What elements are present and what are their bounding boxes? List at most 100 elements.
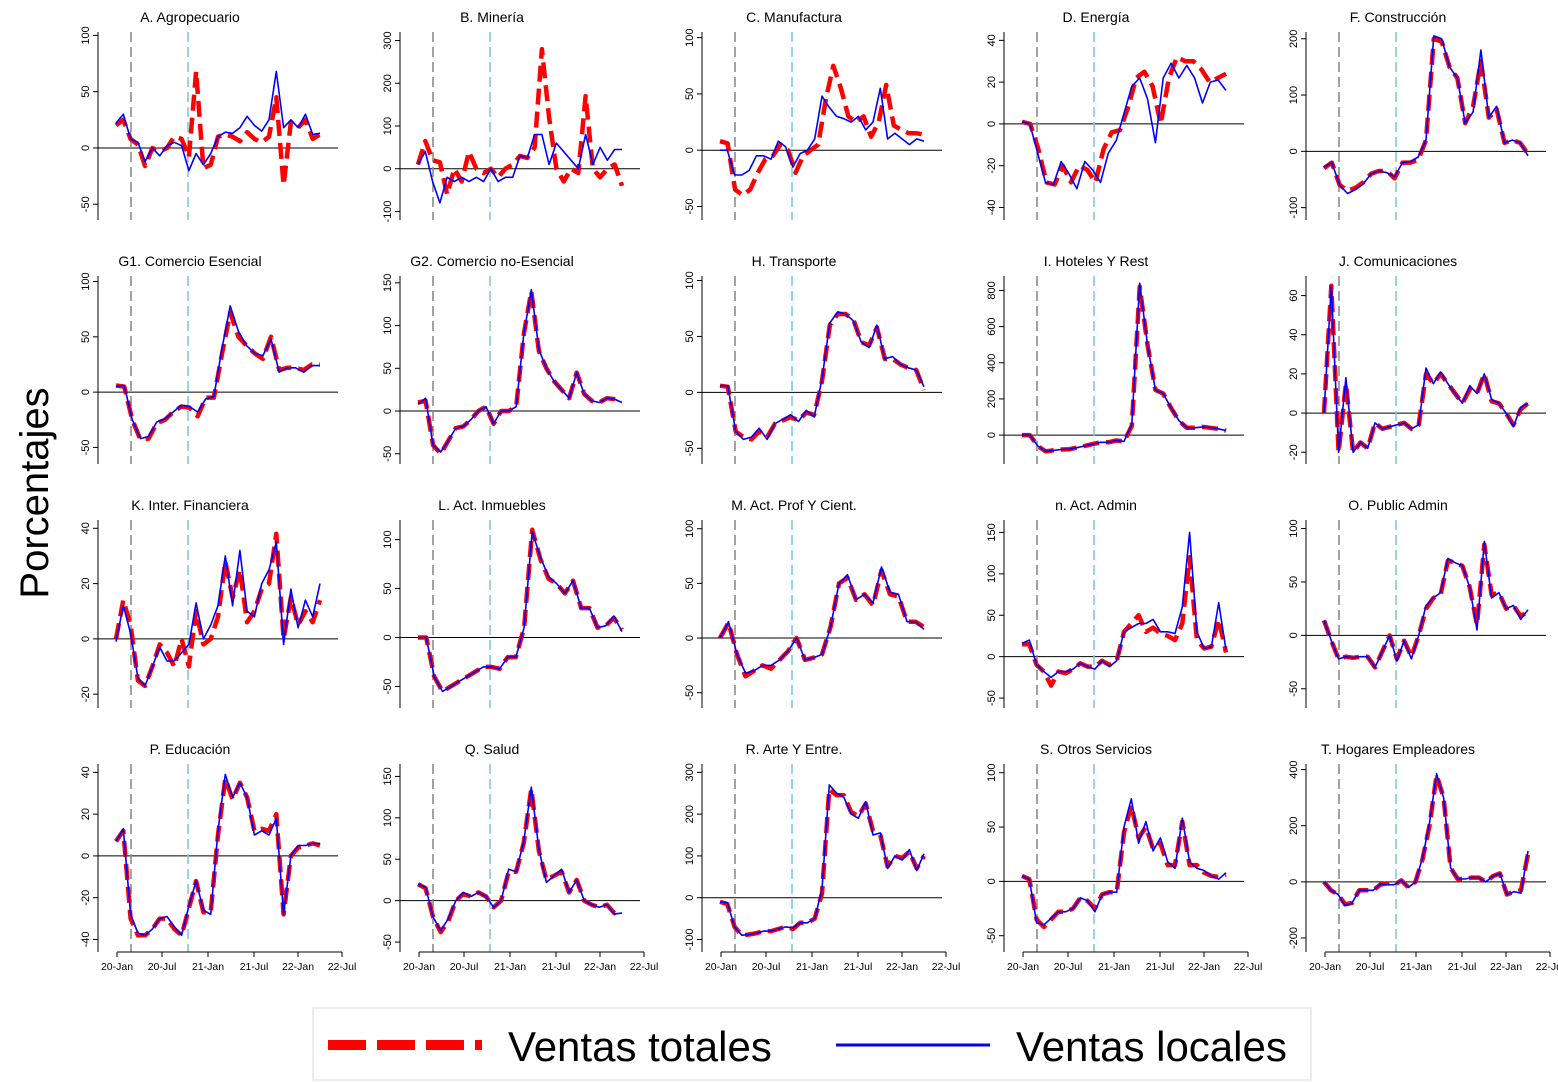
y-tick-label: 0	[382, 634, 394, 640]
series-ventas-totales	[114, 776, 321, 938]
x-tick-label: 21-Jan	[1098, 961, 1130, 973]
y-tick-label: -20	[80, 890, 92, 906]
panel-18: R. Arte Y Entre. -100 0 100 200 300 20-Jan 20-J…	[684, 741, 960, 973]
panel-19: S. Otros Servicios -50 0 50 100 20-Jan 20-Jul 2…	[986, 741, 1262, 973]
x-tick-label: 20-Jul	[1054, 961, 1083, 973]
y-tick-label: -20	[80, 686, 92, 702]
y-tick-label: 150	[382, 274, 394, 292]
panel-title: Q. Salud	[465, 741, 519, 757]
series-ventas-totales	[719, 63, 925, 198]
x-tick-label: 21-Jan	[1400, 961, 1432, 973]
y-tick-label: 0	[986, 432, 998, 438]
series-ventas-totales	[114, 69, 322, 188]
panel-4: D. Energía -40 -20 0 20 40	[986, 9, 1244, 220]
y-tick-label: -50	[80, 196, 92, 212]
series-ventas-locales	[720, 310, 925, 441]
y-tick-label: 100	[382, 809, 394, 827]
y-tick-label: 20	[986, 76, 998, 88]
panel-title: G1. Comercio Esencial	[118, 253, 261, 269]
y-tick-label: 0	[684, 635, 696, 641]
panel-title: F. Construcción	[1350, 9, 1446, 25]
y-tick-label: 0	[684, 389, 696, 395]
x-tick-label: 22-Jul	[328, 961, 357, 973]
y-tick-label: 50	[382, 853, 394, 865]
y-tick-label: 50	[684, 330, 696, 342]
panel-title: J. Comunicaciones	[1339, 253, 1457, 269]
y-tick-label: 0	[1288, 410, 1300, 416]
y-tick-label: 100	[684, 847, 696, 865]
y-tick-label: 200	[382, 74, 394, 92]
y-tick-label: 50	[80, 331, 92, 343]
x-tick-label: 22-Jan	[1188, 961, 1220, 973]
panel-title: P. Educación	[150, 741, 231, 757]
x-tick-label: 22-Jan	[282, 961, 314, 973]
y-tick-label: 0	[986, 121, 998, 127]
panel-title: D. Energía	[1063, 9, 1130, 25]
panel-1: A. Agropecuario -50 0 50 100	[80, 9, 338, 220]
x-tick-label: 21-Jul	[1448, 961, 1477, 973]
y-tick-label: 0	[80, 389, 92, 395]
panel-7: G2. Comercio no-Esencial -50 0 50 100 150	[382, 253, 640, 464]
panel-6: G1. Comercio Esencial -50 0 50 100	[80, 253, 338, 464]
y-tick-label: -200	[1288, 927, 1300, 949]
y-tick-label: -50	[80, 439, 92, 455]
series-ventas-locales	[115, 773, 320, 937]
panel-title: A. Agropecuario	[140, 9, 240, 25]
panel-title: L. Act. Inmuebles	[438, 497, 545, 513]
x-tick-label: 22-Jan	[886, 961, 918, 973]
y-tick-label: 40	[80, 766, 92, 778]
panel-12: L. Act. Inmuebles -50 0 50 100	[382, 497, 640, 708]
series-ventas-locales	[115, 305, 320, 440]
y-tick-label: 50	[986, 821, 998, 833]
y-tick-label: 100	[382, 530, 394, 548]
y-tick-label: -50	[684, 440, 696, 456]
y-tick-label: -20	[1288, 444, 1300, 460]
series-ventas-totales	[719, 786, 926, 938]
y-tick-label: 300	[382, 31, 394, 49]
series-ventas-totales	[718, 568, 926, 679]
y-tick-label: 50	[80, 86, 92, 98]
y-tick-label: 100	[80, 26, 92, 44]
y-tick-label: -100	[382, 200, 394, 222]
y-tick-label: 60	[1288, 289, 1300, 301]
y-axis-title: Porcentajes	[13, 387, 57, 598]
panel-grid: A. Agropecuario -50 0 50 100 B. Minería -100 0 1…	[80, 9, 1558, 973]
y-tick-label: 50	[1288, 576, 1300, 588]
x-tick-label: 20-Jul	[148, 961, 177, 973]
y-tick-label: 100	[986, 764, 998, 782]
panel-title: M. Act. Prof Y Cient.	[731, 497, 857, 513]
legend-label-ventas-totales: Ventas totales	[508, 1023, 772, 1070]
series-ventas-locales	[115, 70, 321, 172]
legend: Ventas totales Ventas locales	[312, 1007, 1312, 1081]
x-tick-label: 20-Jan	[101, 961, 133, 973]
y-tick-label: 100	[986, 565, 998, 583]
y-tick-label: 0	[1288, 632, 1300, 638]
x-tick-label: 20-Jan	[1007, 961, 1039, 973]
y-tick-label: 100	[1288, 86, 1300, 104]
series-ventas-locales	[1323, 540, 1529, 669]
panel-title: O. Public Admin	[1348, 497, 1448, 513]
y-tick-label: 0	[986, 654, 998, 660]
x-tick-label: 21-Jan	[494, 961, 526, 973]
panel-11: K. Inter. Financiera -20 0 20 40	[80, 497, 338, 708]
y-tick-label: 200	[684, 805, 696, 823]
y-tick-label: -50	[1288, 681, 1300, 697]
y-tick-label: 50	[382, 582, 394, 594]
series-ventas-totales	[418, 527, 624, 694]
y-tick-label: 600	[986, 317, 998, 335]
panel-15: O. Public Admin -50 0 50 100	[1288, 497, 1546, 708]
series-ventas-locales	[1323, 772, 1529, 907]
panel-title: R. Arte Y Entre.	[746, 741, 843, 757]
y-tick-label: 400	[1288, 760, 1300, 778]
panel-10: J. Comunicaciones -20 0 20 40 60	[1288, 253, 1546, 464]
y-tick-label: 100	[684, 28, 696, 46]
panel-14: n. Act. Admin -50 0 50 100 150	[986, 497, 1244, 708]
series-ventas-locales	[115, 541, 321, 687]
y-tick-label: -50	[382, 934, 394, 950]
panel-17: Q. Salud -50 0 50 100 150 20-Jan 20-Jul 21-Jan 21…	[382, 741, 658, 973]
y-tick-label: 50	[382, 362, 394, 374]
panel-13: M. Act. Prof Y Cient. -50 0 50 100	[684, 497, 942, 708]
y-tick-label: 400	[986, 354, 998, 372]
series-ventas-locales	[417, 133, 622, 204]
